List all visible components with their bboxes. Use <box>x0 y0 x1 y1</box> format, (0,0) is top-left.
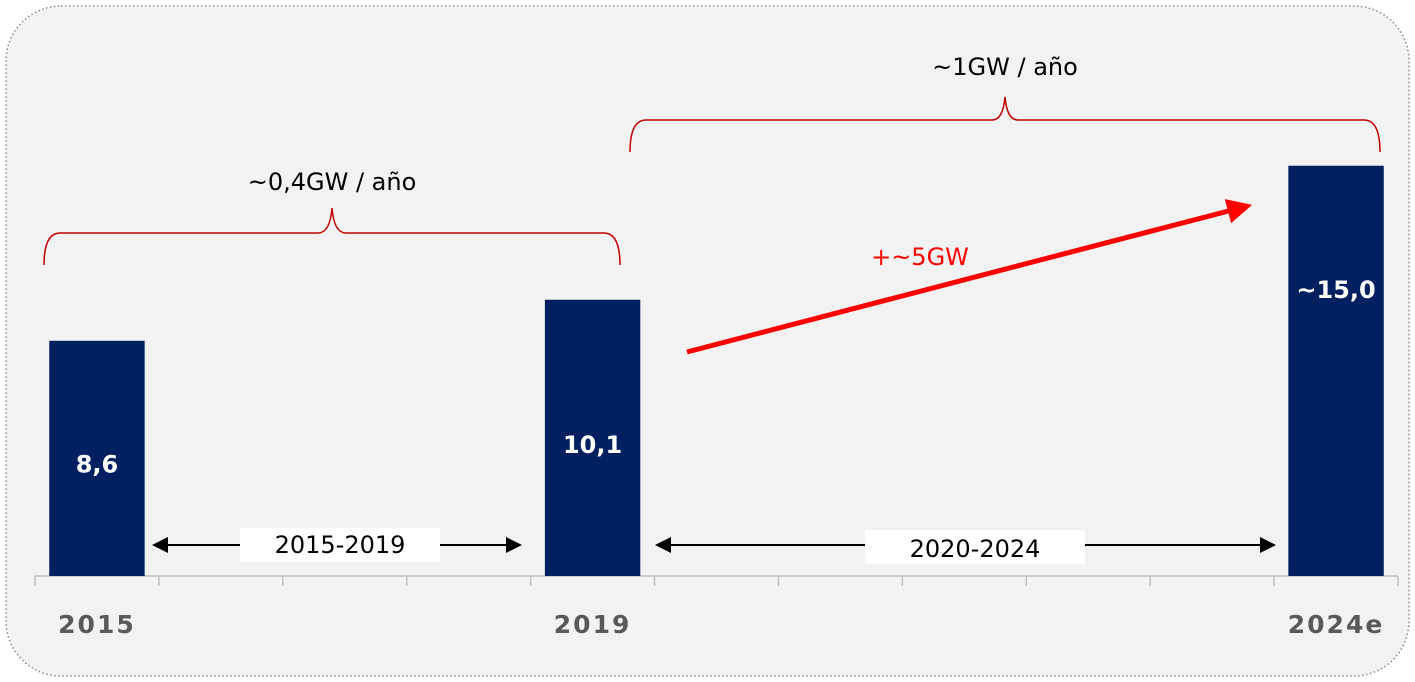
annotation: 2015-2019 <box>275 531 406 559</box>
bar <box>49 340 145 576</box>
value-label: 10,1 <box>563 431 622 459</box>
brace <box>629 96 1381 153</box>
label-box <box>865 530 1085 564</box>
annotation: ~1GW / año <box>932 53 1078 81</box>
value-label: 8,6 <box>76 450 119 478</box>
x-tick-label: 2019 <box>554 610 632 639</box>
label-box <box>240 528 440 562</box>
growth-arrow <box>686 199 1253 355</box>
annotation: +~5GW <box>871 243 969 271</box>
x-tick-label: 2024e <box>1288 610 1385 639</box>
bar <box>544 299 641 576</box>
value-label: ~15,0 <box>1296 276 1375 304</box>
bar <box>1288 165 1384 576</box>
panel <box>5 5 1410 677</box>
annotation: ~0,4GW / año <box>248 168 417 196</box>
annotation: 2020-2024 <box>910 535 1041 563</box>
brace <box>43 207 621 266</box>
x-tick-label: 2015 <box>58 610 136 639</box>
